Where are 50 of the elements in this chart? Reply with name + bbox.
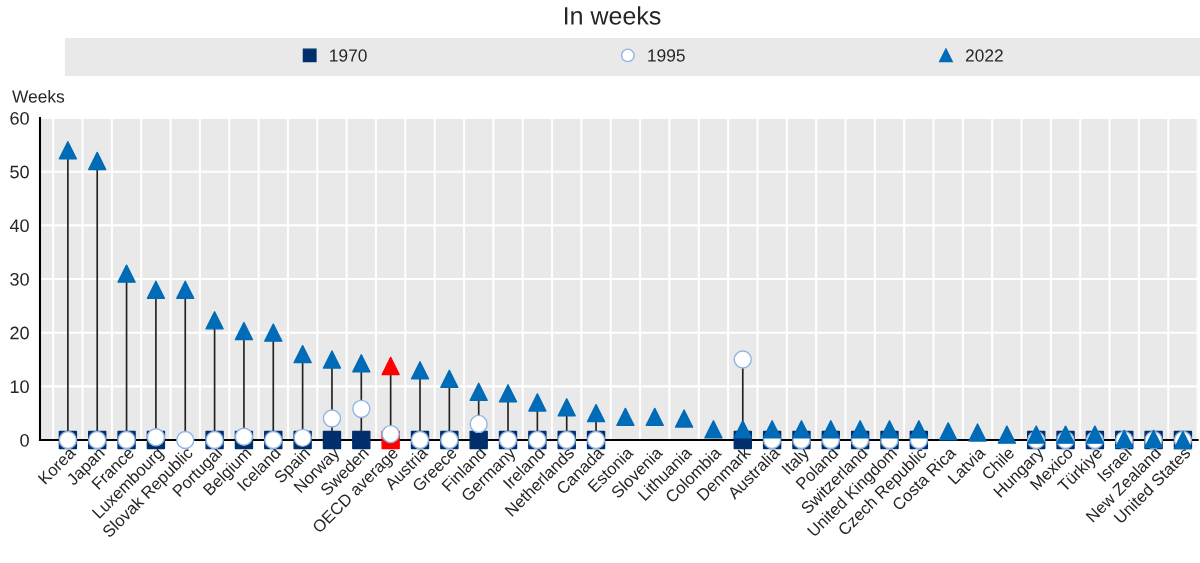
point: [58, 140, 78, 160]
point: [88, 151, 107, 171]
legend-label: 2022: [965, 49, 1003, 62]
point: [968, 423, 987, 442]
y-tick-label: 40: [9, 219, 29, 233]
y-tick-label: 30: [10, 272, 29, 286]
y-tick-label: 20: [10, 326, 29, 340]
point: [469, 382, 488, 401]
y-tick-label: 60: [10, 111, 29, 125]
point: [792, 420, 811, 439]
point: [176, 280, 195, 299]
point: [498, 384, 518, 403]
point: [410, 361, 430, 380]
y-axis-title: Weeks: [12, 89, 65, 103]
point: [674, 409, 694, 428]
point: [821, 420, 841, 439]
point: [1027, 425, 1046, 444]
point: [528, 393, 547, 412]
point: [352, 354, 371, 373]
point: [997, 425, 1017, 444]
point: [850, 420, 870, 439]
point: [117, 264, 136, 283]
y-tick-label: 10: [10, 380, 29, 394]
point: [909, 420, 929, 439]
point: [381, 356, 400, 376]
point: [146, 280, 166, 299]
point: [1085, 425, 1105, 444]
legend-label: 1970: [330, 49, 367, 62]
y-tick-label: 0: [20, 433, 29, 447]
point: [440, 369, 459, 389]
point: [938, 422, 958, 441]
point: [557, 398, 576, 417]
point: [205, 311, 224, 330]
point: [322, 430, 342, 450]
point: [352, 430, 371, 450]
point: [733, 420, 752, 439]
point: [704, 420, 723, 439]
point: [645, 407, 664, 427]
point: [1056, 425, 1075, 444]
point: [264, 323, 283, 342]
point: [322, 350, 342, 369]
y-tick-label: 50: [10, 165, 29, 179]
point: [616, 407, 635, 427]
chart-title: In weeks: [564, 6, 661, 25]
point: [586, 403, 606, 423]
point: [234, 321, 254, 341]
point: [762, 420, 782, 439]
legend-label: 1995: [648, 49, 685, 62]
point: [293, 344, 312, 364]
point: [880, 420, 899, 439]
